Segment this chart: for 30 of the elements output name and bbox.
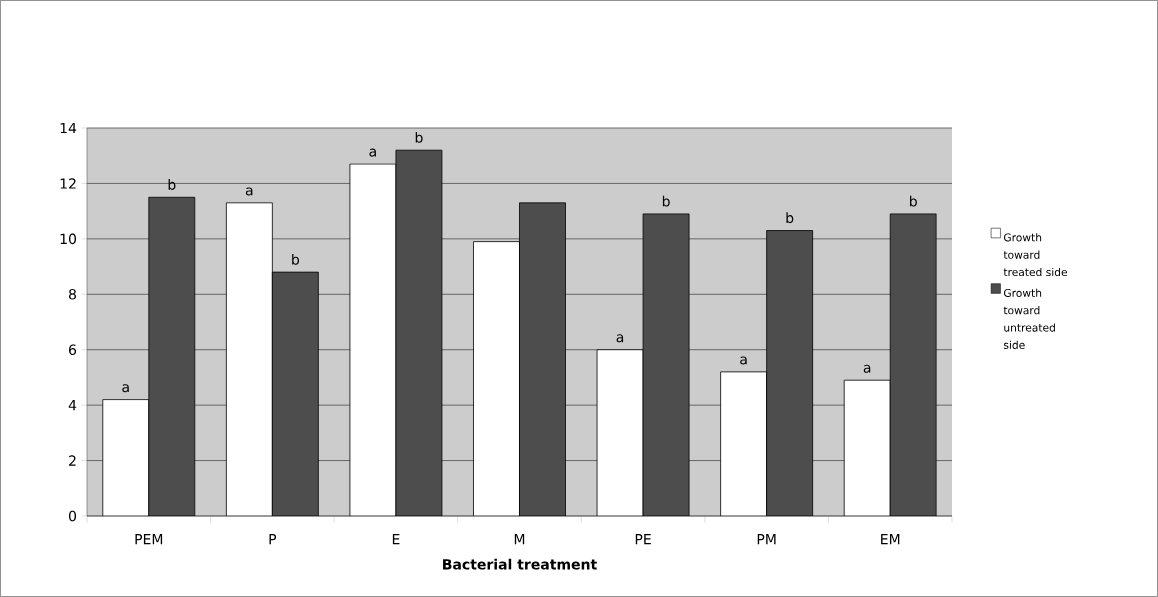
annotation: b: [292, 253, 300, 265]
y-tick-label: 2: [69, 455, 76, 466]
y-tick-label: 4: [68, 400, 77, 411]
annotation: a: [122, 384, 129, 393]
x-tick-label: PE: [635, 534, 651, 545]
annotation: a: [863, 364, 871, 373]
x-axis-title: Bacterial treatment: [443, 558, 597, 570]
annotation: a: [369, 148, 376, 157]
annotation: b: [786, 212, 794, 224]
legend-label: Growth toward untreated side: [1003, 288, 1055, 349]
x-tick-label: M: [514, 534, 525, 545]
x-tick-label: EM: [881, 534, 900, 545]
annotation: b: [168, 179, 176, 190]
y-tick-label: 10: [60, 233, 77, 245]
y-tick-label: 0: [68, 510, 77, 522]
annotation: a: [616, 334, 624, 343]
x-tick-label: PEM: [135, 534, 163, 545]
annotation: b: [662, 195, 670, 207]
y-tick-label: 14: [60, 122, 77, 134]
x-tick-label: E: [392, 534, 400, 545]
y-tick-label: 8: [68, 288, 76, 300]
annotation: a: [245, 187, 253, 196]
y-tick-label: 12: [60, 178, 76, 189]
annotation: b: [910, 195, 917, 207]
x-tick-label: PM: [757, 534, 776, 545]
y-tick-label: 6: [69, 344, 77, 355]
x-tick-label: P: [269, 534, 277, 545]
legend-label: Growth toward treated side: [1003, 233, 1068, 277]
annotation: a: [740, 356, 747, 365]
annotation: b: [415, 131, 423, 143]
